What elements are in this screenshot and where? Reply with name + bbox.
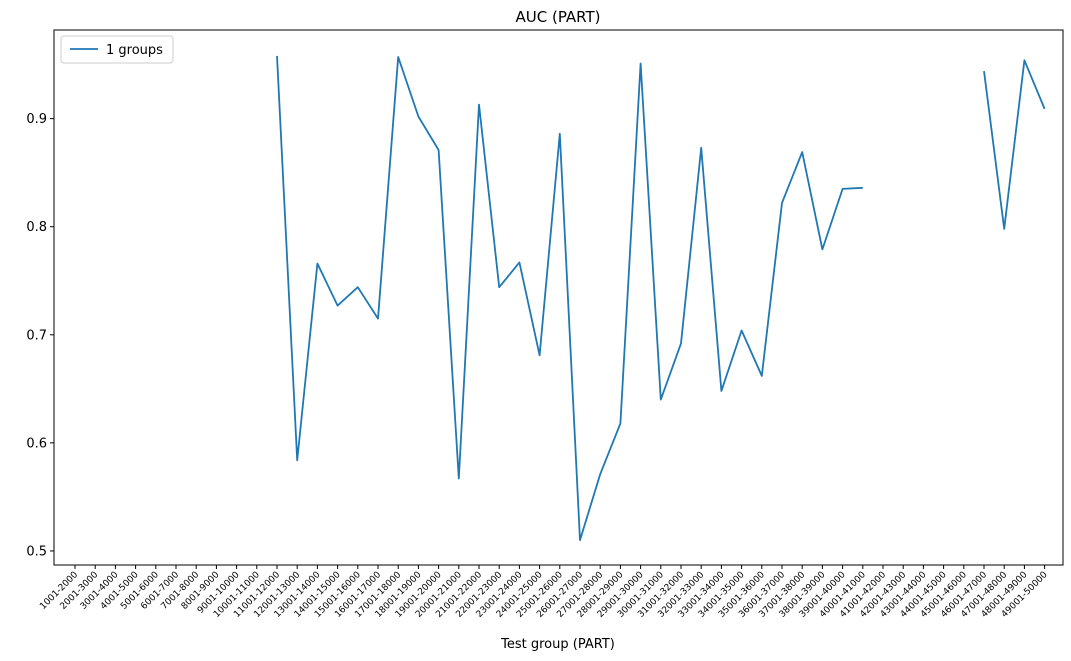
y-tick-label: 0.8 [26, 220, 47, 235]
data-point [719, 388, 724, 393]
data-point [1042, 106, 1047, 111]
data-point [982, 69, 987, 74]
data-point [456, 476, 461, 481]
data-point [477, 102, 482, 107]
data-point [315, 261, 320, 266]
data-point [800, 150, 805, 155]
data-point [537, 353, 542, 358]
data-point [618, 421, 623, 426]
legend-box [60, 35, 174, 64]
data-point [275, 53, 280, 58]
chart-title: AUC (PART) [515, 8, 600, 26]
data-point [1002, 226, 1007, 231]
data-point [416, 114, 421, 119]
data-point [598, 472, 603, 477]
data-point [355, 285, 360, 290]
data-point [840, 186, 845, 191]
data-point [396, 55, 401, 60]
y-tick-label: 0.5 [26, 544, 47, 559]
legend: 1 groups [60, 35, 174, 64]
x-axis-label: Test group (PART) [500, 637, 615, 652]
x-axis: 1001-20002001-30003001-40004001-50005001… [38, 565, 1050, 620]
data-point [436, 147, 441, 152]
data-point [679, 341, 684, 346]
data-point [1022, 58, 1027, 63]
data-point [860, 185, 865, 190]
data-point [295, 458, 300, 463]
data-point [335, 303, 340, 308]
series-layer [275, 53, 1047, 543]
data-point [497, 285, 502, 290]
data-point [759, 373, 764, 378]
data-point [638, 61, 643, 66]
y-axis: 0.5 0.6 0.7 0.8 0.9 [26, 112, 54, 559]
data-point [578, 538, 583, 543]
data-point [517, 260, 522, 265]
data-point [376, 316, 381, 321]
data-point [739, 328, 744, 333]
plot-area [53, 29, 1064, 566]
data-point [699, 145, 704, 150]
y-tick-label: 0.9 [26, 112, 47, 127]
legend-label: 1 groups [106, 43, 163, 58]
y-tick-label: 0.7 [26, 328, 47, 343]
y-tick-label: 0.6 [26, 436, 47, 451]
data-point [557, 131, 562, 136]
data-point [820, 247, 825, 252]
series-line [276, 55, 1046, 541]
data-point [658, 397, 663, 402]
data-point [780, 200, 785, 205]
